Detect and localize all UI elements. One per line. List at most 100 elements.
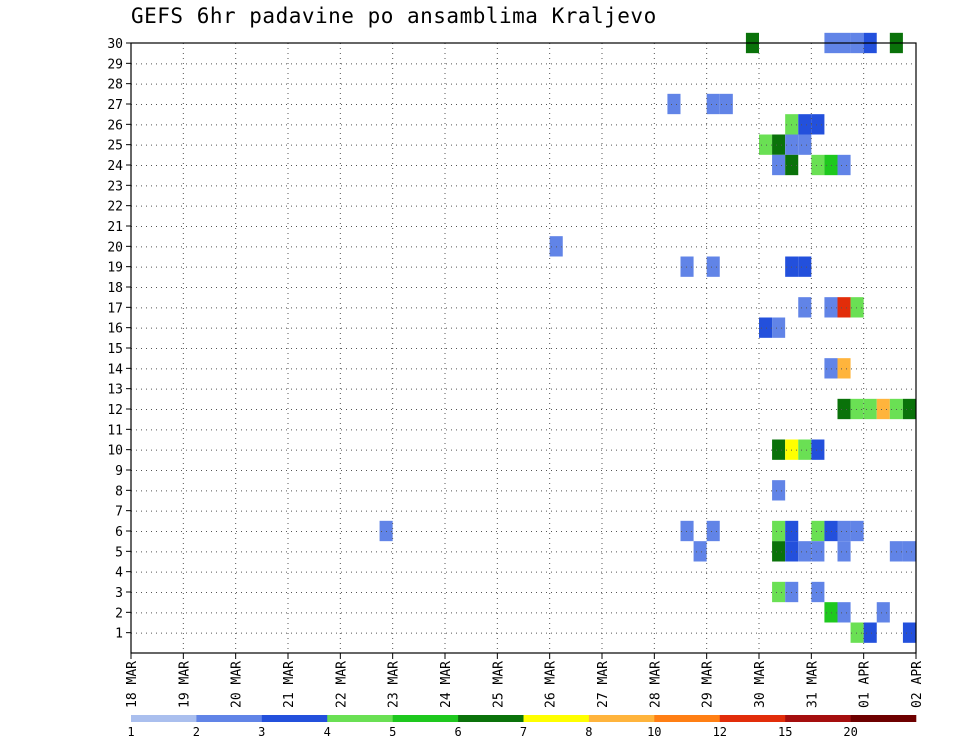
heatmap-cell	[706, 256, 720, 277]
colorbar-swatch	[131, 715, 197, 722]
heatmap-cell	[706, 520, 720, 542]
y-tick-label: 28	[107, 78, 123, 93]
heatmap-cell	[772, 581, 786, 603]
colorbar-swatch	[327, 715, 393, 722]
heatmap-cell	[680, 520, 694, 542]
x-tick-label: 29 MAR	[701, 661, 716, 708]
heatmap-cell	[863, 398, 877, 420]
heatmap-cell	[798, 256, 812, 277]
heatmap-cell	[837, 541, 851, 562]
y-tick-label: 5	[115, 545, 123, 560]
heatmap-cell	[850, 297, 864, 318]
heatmap-cell	[785, 439, 799, 460]
x-tick-label: 30 MAR	[753, 661, 768, 708]
heatmap-cell	[824, 154, 838, 176]
colorbar-label: 6	[454, 725, 461, 739]
heatmap-cell	[693, 541, 707, 562]
gridlines	[131, 43, 916, 653]
heatmap-cell	[837, 297, 851, 318]
colorbar-label: 20	[843, 725, 857, 739]
heatmap-cell	[837, 602, 851, 623]
heatmap-cell	[772, 134, 786, 155]
x-tick-label: 02 APR	[910, 661, 925, 708]
y-tick-label: 21	[107, 220, 123, 235]
colorbar-swatch	[654, 715, 721, 722]
y-tick-label: 13	[107, 383, 123, 398]
heatmap-cell	[785, 581, 799, 603]
colorbar-swatch	[719, 715, 786, 722]
y-tick-label: 16	[107, 322, 123, 337]
colorbar-swatch	[261, 715, 328, 722]
colorbar-swatch	[785, 715, 851, 722]
colorbar-swatch	[850, 715, 917, 722]
y-tick-label: 4	[115, 566, 123, 581]
heatmap-cell	[889, 398, 903, 420]
y-tick-label: 17	[107, 301, 123, 316]
heatmap-cell	[811, 154, 825, 176]
heatmap-cell	[772, 520, 786, 542]
heatmap-cell	[379, 520, 393, 542]
heatmap-cell	[850, 398, 864, 420]
colorbar-label: 7	[520, 725, 527, 739]
heatmap-cell	[772, 541, 786, 562]
heatmap-cell	[850, 520, 864, 542]
x-tick-label: 27 MAR	[596, 661, 611, 708]
y-axis: 1234567891011121314151617181920212223242…	[107, 37, 131, 642]
colorbar-label: 1	[127, 725, 134, 739]
colorbar-label: 12	[713, 725, 727, 739]
y-tick-label: 29	[107, 57, 123, 72]
heatmap-cell	[680, 256, 694, 277]
y-tick-label: 9	[115, 464, 123, 479]
heatmap-cell	[719, 93, 733, 115]
y-tick-label: 26	[107, 118, 123, 133]
x-tick-label: 25 MAR	[491, 661, 506, 708]
heatmap-cell	[772, 439, 786, 460]
y-tick-label: 30	[107, 37, 123, 52]
heatmap-cell	[798, 439, 812, 460]
colorbar-label: 3	[258, 725, 265, 739]
heatmap-cell	[759, 134, 773, 155]
x-tick-label: 01 APR	[858, 661, 873, 708]
x-tick-label: 31 MAR	[805, 661, 820, 708]
y-tick-label: 3	[115, 586, 123, 601]
heatmap-cell	[863, 622, 877, 643]
heatmap-cell	[785, 154, 799, 176]
heatmap-cell	[772, 480, 786, 501]
y-tick-label: 1	[115, 627, 123, 642]
y-tick-label: 18	[107, 281, 123, 296]
chart-title: GEFS 6hr padavine po ansamblima Kraljevo	[131, 4, 657, 28]
y-tick-label: 19	[107, 261, 123, 276]
heatmap-cell	[772, 154, 786, 176]
y-tick-label: 20	[107, 240, 123, 255]
y-tick-label: 6	[115, 525, 123, 540]
heatmap-cell	[837, 520, 851, 542]
heatmap-cell	[902, 541, 916, 562]
x-tick-label: 28 MAR	[648, 661, 663, 708]
heatmap-cell	[811, 439, 825, 460]
x-tick-label: 24 MAR	[439, 661, 454, 708]
heatmap-cell	[902, 622, 916, 643]
y-tick-label: 27	[107, 98, 123, 113]
heatmap-cell	[798, 541, 812, 562]
x-tick-label: 19 MAR	[177, 661, 192, 708]
colorbar-swatch	[588, 715, 655, 722]
y-tick-label: 11	[107, 423, 123, 438]
heatmap-cell	[876, 602, 890, 623]
heatmap-cell	[811, 114, 825, 135]
heatmap-cell	[902, 398, 916, 420]
heatmap-cell	[837, 398, 851, 420]
heatmap-cell	[850, 622, 864, 643]
heatmap-cell	[772, 317, 786, 338]
heatmap-cell	[798, 114, 812, 135]
heatmap-cell	[876, 398, 890, 420]
heatmap-cell	[706, 93, 720, 115]
heatmap-cell	[798, 134, 812, 155]
y-tick-label: 7	[115, 505, 123, 520]
colorbar-swatch	[523, 715, 590, 722]
colorbar-swatch	[196, 715, 263, 722]
heatmap-cell	[785, 520, 799, 542]
x-tick-label: 26 MAR	[544, 661, 559, 708]
y-tick-label: 8	[115, 484, 123, 499]
colorbar: 1 2 3 4 5 6 7 8 10 12 15 20	[127, 715, 917, 739]
